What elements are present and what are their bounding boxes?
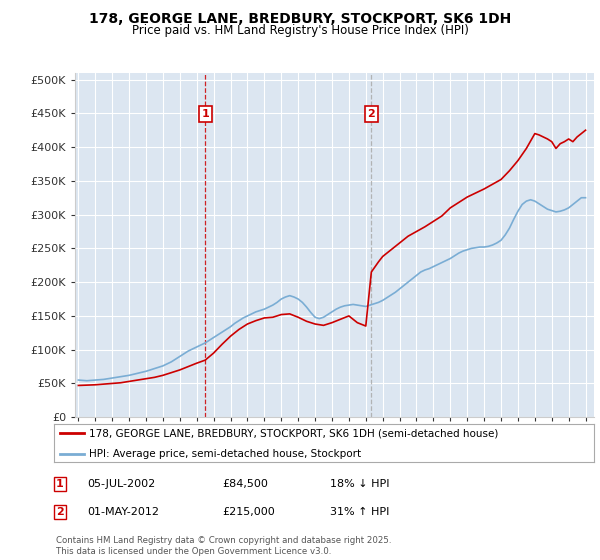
Text: 18% ↓ HPI: 18% ↓ HPI <box>330 479 389 489</box>
Text: 31% ↑ HPI: 31% ↑ HPI <box>330 507 389 517</box>
Text: 05-JUL-2002: 05-JUL-2002 <box>87 479 155 489</box>
Text: 178, GEORGE LANE, BREDBURY, STOCKPORT, SK6 1DH: 178, GEORGE LANE, BREDBURY, STOCKPORT, S… <box>89 12 511 26</box>
Text: 01-MAY-2012: 01-MAY-2012 <box>87 507 159 517</box>
Text: 2: 2 <box>56 507 64 517</box>
Text: 1: 1 <box>56 479 64 489</box>
Text: 1: 1 <box>201 109 209 119</box>
Text: 2: 2 <box>367 109 375 119</box>
Text: HPI: Average price, semi-detached house, Stockport: HPI: Average price, semi-detached house,… <box>89 449 361 459</box>
Text: Contains HM Land Registry data © Crown copyright and database right 2025.
This d: Contains HM Land Registry data © Crown c… <box>56 536 391 556</box>
Text: Price paid vs. HM Land Registry's House Price Index (HPI): Price paid vs. HM Land Registry's House … <box>131 24 469 37</box>
Text: 178, GEORGE LANE, BREDBURY, STOCKPORT, SK6 1DH (semi-detached house): 178, GEORGE LANE, BREDBURY, STOCKPORT, S… <box>89 428 499 438</box>
Text: £84,500: £84,500 <box>222 479 268 489</box>
Text: £215,000: £215,000 <box>222 507 275 517</box>
